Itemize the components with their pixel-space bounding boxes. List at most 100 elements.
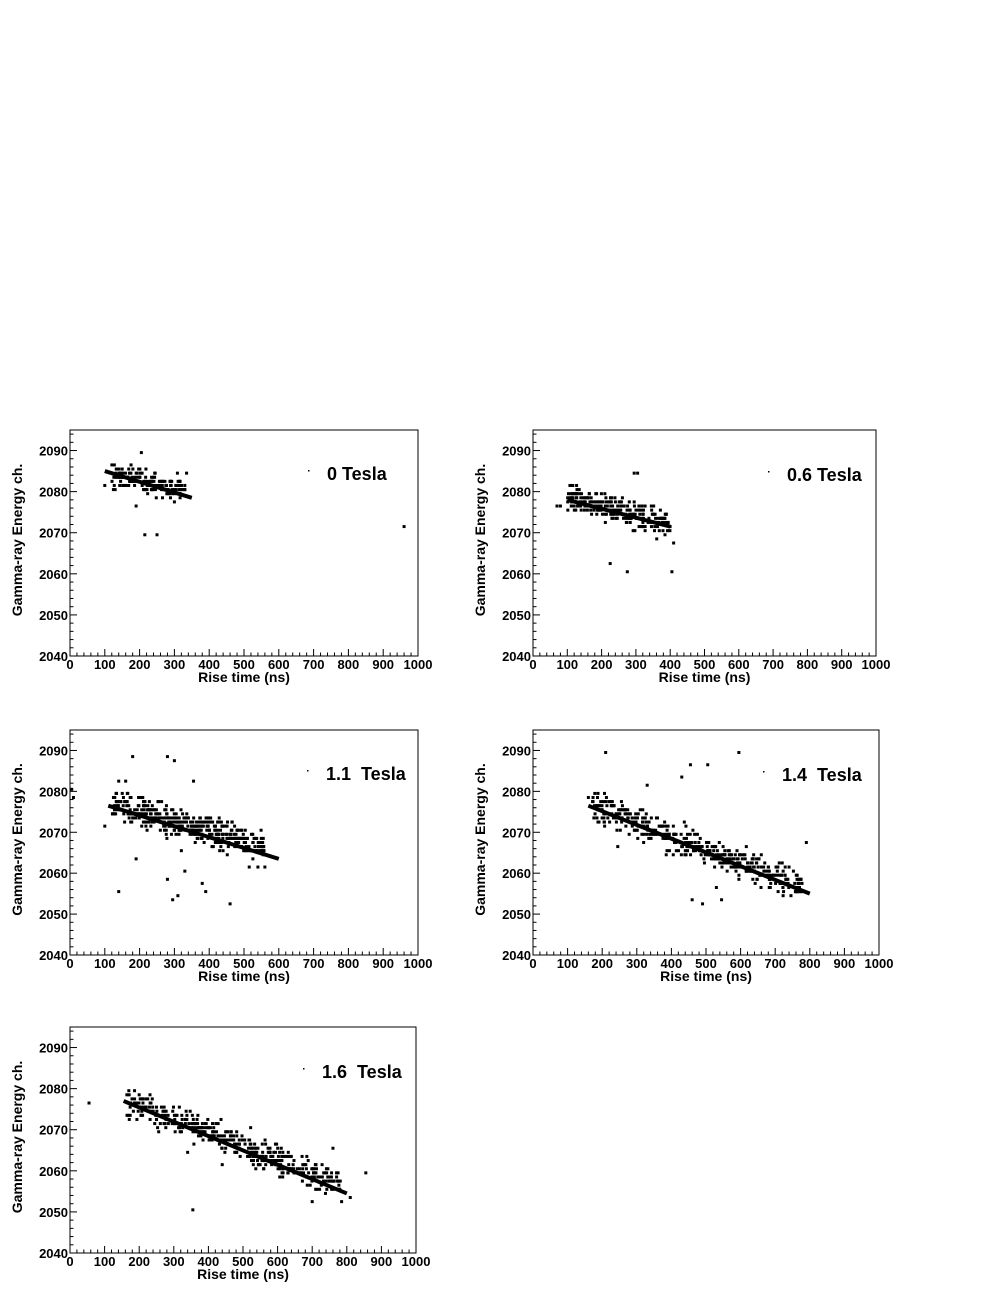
data-point <box>173 1130 177 1134</box>
data-point <box>279 1146 283 1150</box>
data-point <box>174 488 178 492</box>
data-point <box>219 1117 223 1121</box>
data-point <box>259 836 263 840</box>
x-tick-label: 500 <box>232 1254 254 1269</box>
data-point <box>733 853 737 857</box>
data-point <box>307 1171 311 1175</box>
data-point <box>160 483 164 487</box>
data-point <box>166 1122 170 1126</box>
data-point <box>232 1138 236 1142</box>
data-point <box>699 853 703 857</box>
data-point <box>158 828 162 832</box>
data-point <box>603 492 607 496</box>
data-point <box>744 845 748 849</box>
data-point <box>603 520 607 524</box>
x-tick-label: 1000 <box>865 956 894 971</box>
data-point <box>780 861 784 865</box>
data-point <box>680 845 684 849</box>
data-point <box>777 873 781 877</box>
data-point <box>212 1126 216 1130</box>
data-point <box>337 1183 341 1187</box>
data-point <box>188 832 192 836</box>
x-tick-label: 500 <box>695 956 717 971</box>
data-point <box>606 816 610 820</box>
data-point <box>170 479 174 483</box>
x-tick-label: 0 <box>66 657 73 672</box>
data-point <box>214 1130 218 1134</box>
data-point <box>654 828 658 832</box>
y-tick-label: 2040 <box>502 948 531 963</box>
data-point <box>222 1134 226 1138</box>
data-point <box>235 841 239 844</box>
data-point <box>196 828 200 832</box>
x-tick-label: 0 <box>529 956 536 971</box>
data-point <box>666 824 670 828</box>
data-point <box>179 483 183 487</box>
data-point <box>144 820 148 824</box>
data-point <box>160 816 164 820</box>
data-point <box>168 492 172 496</box>
data-point <box>136 475 140 479</box>
data-point <box>235 1134 239 1138</box>
data-point <box>170 1122 174 1126</box>
data-point <box>616 812 620 816</box>
data-point <box>740 857 744 861</box>
data-point <box>128 1113 132 1117</box>
x-tick-label: 400 <box>198 956 220 971</box>
data-point <box>589 496 593 500</box>
data-point <box>609 800 613 804</box>
data-point <box>649 525 653 529</box>
data-point <box>622 504 626 508</box>
data-point <box>123 800 127 804</box>
data-point <box>744 869 748 873</box>
data-point <box>142 812 146 816</box>
outlier-point <box>183 869 187 873</box>
data-point <box>626 816 630 820</box>
outlier-point <box>172 759 176 763</box>
data-point <box>653 529 657 533</box>
data-point <box>753 881 757 885</box>
data-point <box>158 1122 162 1126</box>
data-point <box>165 812 169 816</box>
y-tick-label: 2080 <box>39 784 68 799</box>
data-point <box>710 857 714 861</box>
data-point <box>768 886 772 889</box>
data-point <box>164 832 168 836</box>
data-point <box>158 812 162 816</box>
data-point <box>247 845 251 849</box>
data-point <box>640 832 644 836</box>
data-point <box>330 1171 334 1175</box>
data-point <box>115 791 119 795</box>
data-point <box>112 483 116 487</box>
outlier-point <box>664 853 668 857</box>
data-point <box>196 836 200 840</box>
data-point <box>152 808 156 812</box>
data-point <box>643 529 647 533</box>
data-point <box>737 877 741 881</box>
x-tick-label: 800 <box>338 657 360 672</box>
data-point <box>703 853 707 857</box>
data-point <box>287 1163 291 1167</box>
data-point <box>242 841 246 844</box>
data-point <box>190 1122 194 1126</box>
data-point <box>335 1171 339 1175</box>
data-point <box>611 516 615 520</box>
x-tick-label: 900 <box>834 956 856 971</box>
data-point <box>633 529 637 533</box>
data-point <box>601 500 605 504</box>
data-point <box>585 508 589 512</box>
data-point <box>655 816 659 820</box>
x-tick-label: 200 <box>128 1254 150 1269</box>
x-tick-label: 700 <box>762 657 784 672</box>
data-point <box>172 488 176 492</box>
fit-line <box>104 469 193 500</box>
data-point <box>153 816 157 820</box>
data-point <box>208 832 212 836</box>
outlier-point <box>117 779 121 783</box>
data-point <box>145 828 149 832</box>
data-point <box>169 816 173 820</box>
data-point <box>732 857 736 861</box>
data-point <box>224 832 228 836</box>
x-tick-label: 300 <box>163 1254 185 1269</box>
x-tick-label: 400 <box>661 956 683 971</box>
